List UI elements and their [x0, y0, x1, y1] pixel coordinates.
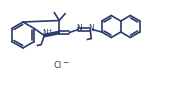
Text: N: N	[88, 24, 94, 33]
Text: N: N	[42, 29, 48, 39]
Text: Cl: Cl	[54, 61, 62, 70]
Text: −: −	[62, 58, 68, 67]
Text: +: +	[47, 28, 52, 33]
Text: N: N	[76, 24, 82, 33]
